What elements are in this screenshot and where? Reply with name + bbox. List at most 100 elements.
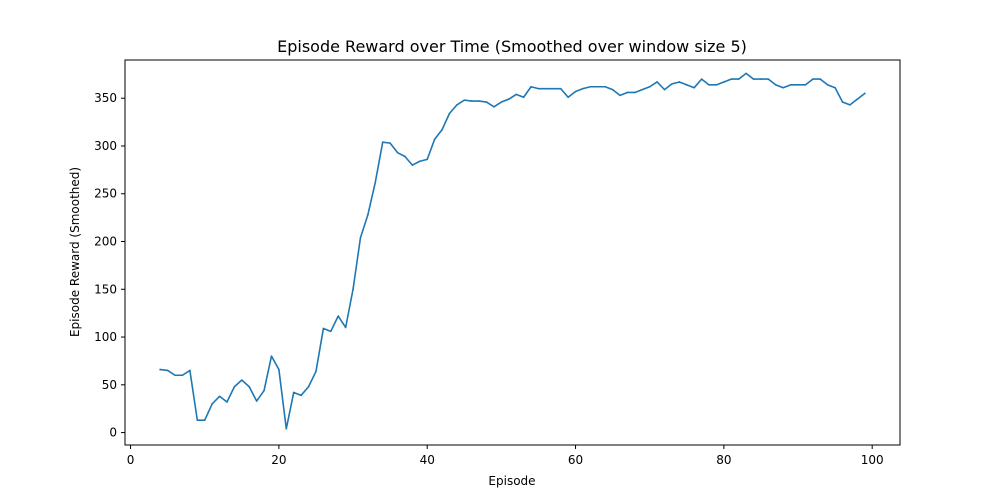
data-point (522, 96, 525, 99)
data-point (648, 85, 651, 88)
data-point (292, 391, 295, 394)
data-point (448, 112, 451, 115)
data-point (774, 84, 777, 86)
data-point (248, 385, 251, 388)
data-point (315, 370, 317, 373)
data-point (166, 369, 169, 372)
data-point (381, 141, 384, 143)
data-point (463, 99, 466, 101)
data-point (404, 155, 406, 158)
data-point (752, 78, 755, 80)
x-tick-label: 20 (271, 453, 286, 467)
data-point (730, 78, 733, 80)
data-point (671, 83, 673, 85)
series-line (159, 72, 866, 430)
data-point (359, 236, 362, 239)
data-point (344, 326, 347, 329)
data-point (537, 87, 540, 90)
data-point (270, 355, 273, 357)
data-point (218, 395, 221, 398)
data-point (255, 400, 258, 402)
data-point (715, 84, 718, 86)
data-point (456, 104, 458, 106)
data-point (189, 369, 191, 372)
y-tick-label: 50 (102, 378, 117, 392)
data-point (678, 81, 681, 83)
data-point (307, 385, 310, 388)
y-axis-ticks: 0 50 100 150 200 250 300 350 (94, 91, 125, 440)
x-tick-label: 80 (716, 453, 731, 467)
data-point (760, 78, 762, 80)
data-point (278, 368, 280, 371)
data-point (530, 85, 532, 88)
data-point (419, 160, 421, 163)
data-point (552, 87, 555, 90)
data-point (396, 151, 399, 154)
data-point (819, 78, 822, 80)
data-point (841, 101, 844, 103)
data-point (826, 84, 829, 86)
data-point (545, 87, 547, 90)
data-point (211, 403, 213, 405)
data-point (723, 81, 725, 83)
y-tick-label: 300 (94, 139, 117, 153)
data-point (596, 85, 599, 88)
data-point (812, 78, 814, 80)
data-point (789, 84, 792, 86)
data-point (337, 315, 340, 317)
data-point (485, 101, 488, 103)
data-point (863, 92, 866, 95)
data-point (515, 93, 518, 96)
data-point (470, 100, 473, 102)
data-point (226, 401, 228, 403)
data-point (233, 385, 236, 388)
data-point (433, 138, 436, 141)
data-point (619, 94, 621, 97)
data-point (559, 87, 562, 90)
data-point (849, 104, 851, 106)
data-point (856, 98, 859, 100)
data-point (693, 86, 695, 89)
chart-title: Episode Reward over Time (Smoothed over … (277, 37, 747, 56)
data-point (493, 106, 495, 108)
data-point (367, 213, 369, 216)
x-axis-ticks: 0 20 40 60 80 100 (127, 445, 884, 467)
data-point (804, 84, 807, 86)
data-point (322, 327, 325, 330)
data-point (604, 85, 606, 88)
data-point (626, 91, 629, 94)
y-axis-label: Episode Reward (Smoothed) (68, 167, 82, 337)
data-point (500, 101, 503, 103)
y-tick-label: 250 (94, 187, 117, 201)
data-point (285, 427, 288, 430)
y-tick-label: 100 (94, 330, 117, 344)
data-point (507, 98, 510, 100)
data-point (352, 288, 354, 291)
plot-area (159, 72, 866, 430)
data-point (389, 142, 391, 144)
x-tick-label: 100 (861, 453, 884, 467)
data-point (685, 84, 688, 86)
y-tick-label: 0 (109, 426, 117, 440)
data-point (181, 374, 184, 377)
data-point (745, 72, 747, 75)
data-point (174, 374, 176, 377)
data-point (700, 78, 703, 80)
data-point (426, 158, 429, 161)
data-point (589, 85, 592, 88)
data-point (582, 87, 584, 90)
data-point (737, 78, 740, 80)
data-point (411, 164, 414, 166)
data-point (797, 84, 799, 86)
x-tick-label: 40 (420, 453, 435, 467)
data-point (374, 181, 377, 184)
data-point (782, 86, 784, 89)
data-point (834, 86, 836, 89)
data-point (441, 128, 443, 131)
axes-frame (124, 59, 901, 446)
y-tick-label: 150 (94, 282, 117, 296)
y-tick-label: 350 (94, 91, 117, 105)
data-point (767, 78, 770, 80)
y-tick-label: 200 (94, 235, 117, 249)
